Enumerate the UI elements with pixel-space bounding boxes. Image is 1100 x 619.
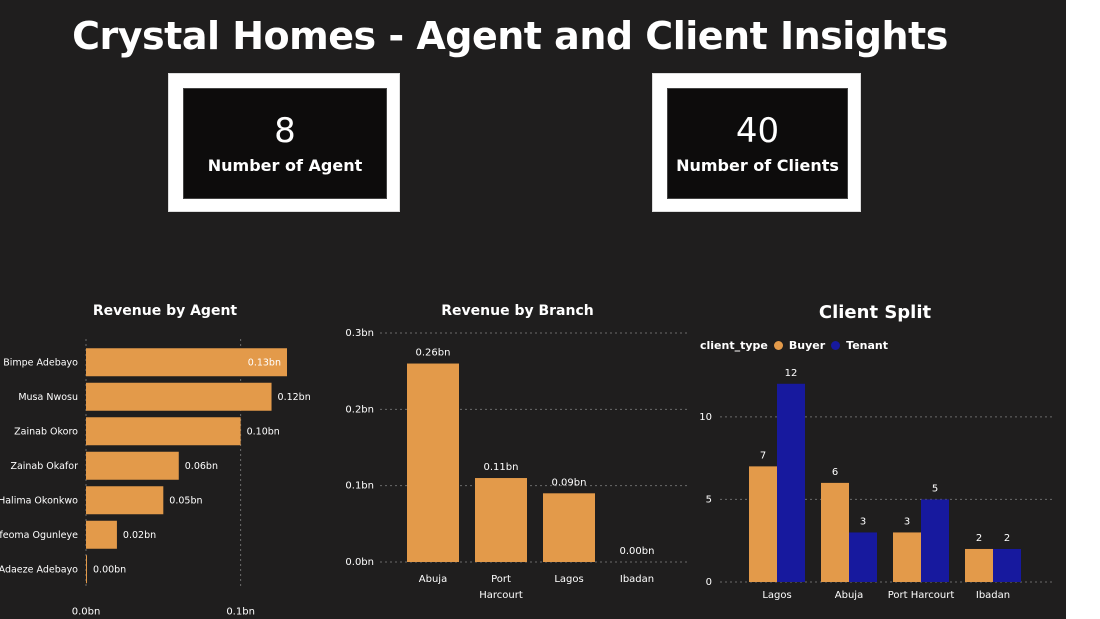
x-tick-label: Harcourt — [479, 590, 523, 601]
data-label: 0.26bn — [416, 348, 451, 359]
client-split-chart: 0 5 10 7 12 Lagos 6 3 Abuja 3 5 Port Harcourt 2 2 Ibad… — [699, 368, 1052, 601]
data-label: 6 — [832, 467, 838, 478]
chart-title-revenue-by-branch: Revenue by Branch — [441, 303, 594, 319]
x-tick-label: Ibadan — [620, 574, 654, 585]
bar-tenant — [921, 499, 949, 582]
bar — [475, 478, 527, 562]
bar — [86, 451, 179, 480]
kpi-card-agents[interactable]: 8 Number of Agent — [168, 73, 400, 212]
data-label: 0.09bn — [552, 477, 587, 488]
x-tick-label: Abuja — [835, 590, 863, 601]
chart-title-revenue-by-agent: Revenue by Agent — [92, 303, 238, 319]
kpi-label-clients: Number of Clients — [676, 156, 839, 175]
data-label: 2 — [1004, 533, 1010, 544]
data-label: 5 — [932, 483, 938, 494]
y-tick-label: 0 — [706, 577, 712, 588]
kpi-card-inner: 8 Number of Agent — [183, 88, 387, 199]
revenue-by-agent-chart: 0.0bn 0.1bn Bimpe Adebayo 0.13bn Musa Nwosu 0… — [0, 339, 311, 618]
bar — [86, 417, 241, 446]
bar — [86, 555, 87, 584]
bar-buyer — [893, 532, 921, 582]
y-tick-label: Ifeoma Ogunleye — [0, 530, 78, 541]
data-label: 3 — [860, 516, 866, 527]
legend-title: client_type — [700, 339, 768, 352]
client-split-legend: client_type Buyer Tenant — [700, 339, 888, 352]
chart-title-client-split: Client Split — [818, 302, 932, 323]
y-tick-label: Bimpe Adebayo — [3, 357, 78, 368]
bar-tenant — [993, 548, 1021, 582]
data-label: 12 — [785, 368, 798, 379]
kpi-value-clients: 40 — [735, 111, 780, 151]
data-label: 7 — [760, 450, 766, 461]
legend-tenant-label[interactable]: Tenant — [846, 339, 889, 352]
kpi-card-inner: 40 Number of Clients — [667, 88, 848, 199]
bar — [86, 520, 117, 549]
dashboard-canvas: Crystal Homes - Agent and Client Insight… — [0, 0, 1066, 619]
data-label: 0.00bn — [93, 564, 126, 575]
bar — [543, 493, 595, 562]
revenue-by-branch-chart: 0.0bn 0.1bn 0.2bn 0.3bn 0.26bn Abuja 0.11bn Por… — [345, 328, 687, 601]
legend-buyer-marker — [773, 341, 783, 350]
y-tick-label: 5 — [706, 494, 712, 505]
legend-tenant-marker — [831, 341, 841, 350]
x-tick-label: Lagos — [762, 590, 791, 601]
dashboard-title: Crystal Homes - Agent and Client Insight… — [72, 14, 948, 58]
bar-buyer — [965, 548, 993, 582]
data-label: 0.10bn — [247, 426, 280, 437]
y-tick-label: 10 — [699, 412, 712, 423]
bar — [86, 348, 287, 377]
bar — [86, 382, 272, 411]
x-tick-label: 0.0bn — [72, 607, 101, 618]
y-tick-label: Zainab Okafor — [10, 461, 78, 472]
data-label: 2 — [976, 533, 982, 544]
data-label: 0.12bn — [278, 392, 311, 403]
data-label: 0.00bn — [620, 546, 655, 557]
data-label: 0.11bn — [484, 462, 519, 473]
y-tick-label: 0.1bn — [345, 481, 374, 492]
bar-buyer — [749, 466, 777, 582]
bar-tenant — [849, 532, 877, 582]
data-label: 0.06bn — [185, 461, 218, 472]
y-tick-label: 0.3bn — [345, 328, 374, 339]
kpi-card-clients[interactable]: 40 Number of Clients — [652, 73, 861, 212]
y-tick-label: Adaeze Adebayo — [0, 564, 78, 575]
x-tick-label: Lagos — [554, 574, 583, 585]
bar — [407, 363, 459, 562]
data-label: 3 — [904, 516, 910, 527]
x-tick-label: Ibadan — [976, 590, 1010, 601]
data-label: 0.13bn — [248, 357, 281, 368]
y-tick-label: Halima Okonkwo — [0, 495, 78, 506]
x-tick-label: Abuja — [419, 574, 447, 585]
kpi-label-agents: Number of Agent — [207, 156, 363, 175]
bar-buyer — [821, 482, 849, 582]
y-tick-label: Musa Nwosu — [18, 392, 78, 403]
data-label: 0.02bn — [123, 530, 156, 541]
bar — [86, 486, 164, 515]
bar-tenant — [777, 383, 805, 582]
kpi-value-agents: 8 — [274, 111, 296, 151]
x-tick-label: Port — [491, 574, 511, 585]
y-tick-label: 0.0bn — [345, 557, 374, 568]
y-tick-label: Zainab Okoro — [14, 426, 78, 437]
legend-buyer-label[interactable]: Buyer — [788, 339, 826, 352]
data-label: 0.05bn — [169, 495, 202, 506]
y-tick-label: 0.2bn — [345, 404, 374, 415]
x-tick-label: 0.1bn — [226, 607, 255, 618]
x-tick-label: Port Harcourt — [888, 590, 955, 601]
